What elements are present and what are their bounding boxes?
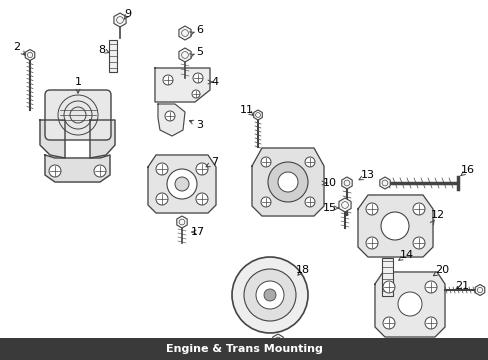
Circle shape xyxy=(94,165,106,177)
Circle shape xyxy=(424,317,436,329)
Circle shape xyxy=(380,212,408,240)
Polygon shape xyxy=(338,198,350,212)
Circle shape xyxy=(261,157,270,167)
Polygon shape xyxy=(253,110,262,120)
FancyBboxPatch shape xyxy=(381,258,392,296)
Polygon shape xyxy=(272,334,283,346)
Polygon shape xyxy=(179,26,191,40)
Text: Engine & Trans Mounting: Engine & Trans Mounting xyxy=(166,344,322,354)
Polygon shape xyxy=(357,195,432,257)
Polygon shape xyxy=(45,155,110,182)
Circle shape xyxy=(193,73,203,83)
Circle shape xyxy=(261,197,270,207)
Circle shape xyxy=(164,111,175,121)
Circle shape xyxy=(412,203,424,215)
Circle shape xyxy=(156,163,168,175)
Polygon shape xyxy=(179,48,191,62)
Polygon shape xyxy=(148,155,216,213)
Polygon shape xyxy=(158,104,184,136)
Text: 2: 2 xyxy=(13,42,20,52)
FancyBboxPatch shape xyxy=(45,90,111,140)
Text: 6: 6 xyxy=(196,25,203,35)
Circle shape xyxy=(196,193,207,205)
Text: 16: 16 xyxy=(460,165,474,175)
Circle shape xyxy=(196,163,207,175)
Polygon shape xyxy=(90,120,115,158)
Circle shape xyxy=(365,203,377,215)
Text: 15: 15 xyxy=(323,203,336,213)
Text: 12: 12 xyxy=(430,210,444,220)
Text: 20: 20 xyxy=(434,265,448,275)
Text: 14: 14 xyxy=(399,250,413,260)
Circle shape xyxy=(231,257,307,333)
Circle shape xyxy=(156,193,168,205)
Circle shape xyxy=(382,281,394,293)
Polygon shape xyxy=(25,49,35,60)
Text: 21: 21 xyxy=(454,281,468,291)
Circle shape xyxy=(175,177,189,191)
Circle shape xyxy=(305,197,314,207)
Polygon shape xyxy=(374,272,444,337)
Circle shape xyxy=(49,165,61,177)
Text: 11: 11 xyxy=(240,105,253,115)
Polygon shape xyxy=(177,216,187,228)
Circle shape xyxy=(264,289,275,301)
Circle shape xyxy=(365,237,377,249)
Polygon shape xyxy=(40,120,65,158)
Circle shape xyxy=(397,292,421,316)
Circle shape xyxy=(167,169,197,199)
Circle shape xyxy=(412,237,424,249)
Text: 4: 4 xyxy=(211,77,218,87)
Circle shape xyxy=(256,281,284,309)
Text: 1: 1 xyxy=(74,77,81,87)
Circle shape xyxy=(382,317,394,329)
Circle shape xyxy=(305,157,314,167)
Polygon shape xyxy=(379,177,389,189)
Text: 22: 22 xyxy=(412,343,426,353)
Polygon shape xyxy=(114,13,126,27)
Text: 17: 17 xyxy=(190,227,204,237)
Text: 19: 19 xyxy=(281,345,294,355)
Polygon shape xyxy=(155,68,209,102)
Text: 13: 13 xyxy=(360,170,374,180)
Polygon shape xyxy=(445,343,453,353)
Text: 8: 8 xyxy=(98,45,105,55)
Text: 5: 5 xyxy=(196,47,203,57)
Polygon shape xyxy=(251,148,324,216)
Circle shape xyxy=(278,172,297,192)
Polygon shape xyxy=(474,284,484,296)
FancyBboxPatch shape xyxy=(109,40,117,72)
Circle shape xyxy=(244,269,295,321)
Text: 18: 18 xyxy=(295,265,309,275)
Bar xyxy=(0,338,488,360)
Circle shape xyxy=(267,162,307,202)
Text: 9: 9 xyxy=(124,9,131,19)
Circle shape xyxy=(424,281,436,293)
Text: 3: 3 xyxy=(196,120,203,130)
Text: 7: 7 xyxy=(211,157,218,167)
Polygon shape xyxy=(341,177,351,189)
Circle shape xyxy=(192,90,200,98)
Text: 10: 10 xyxy=(323,178,336,188)
Circle shape xyxy=(163,75,173,85)
